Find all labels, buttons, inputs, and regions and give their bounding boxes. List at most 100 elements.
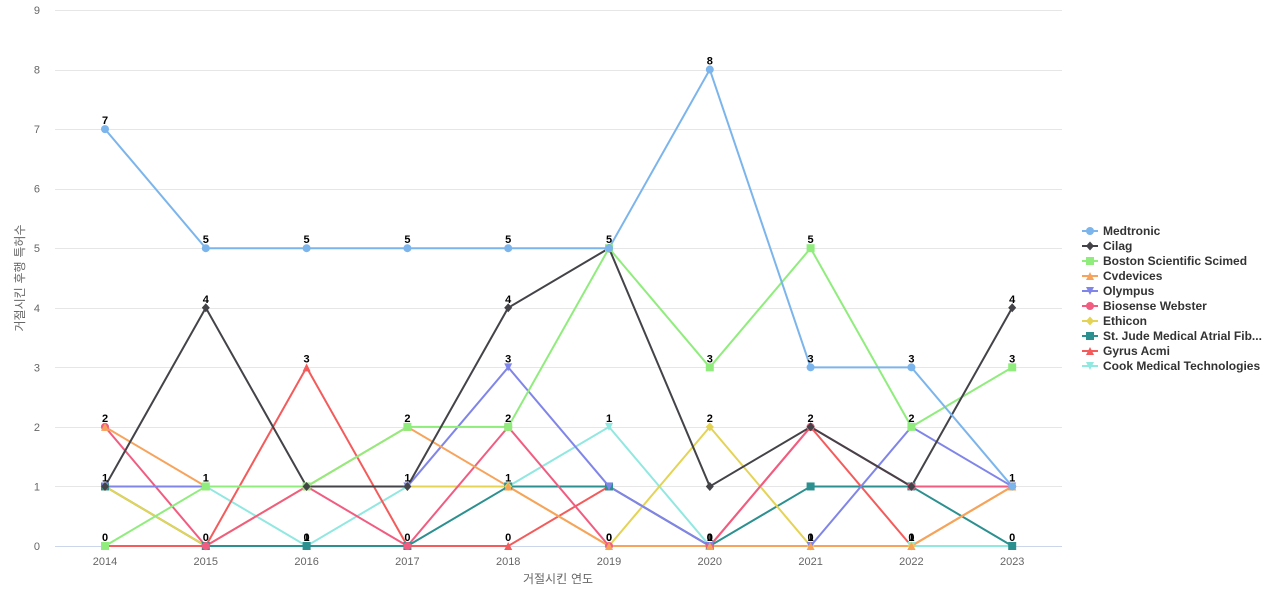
- data-point[interactable]: [504, 303, 513, 313]
- legend-label: Boston Scientific Scimed: [1103, 254, 1247, 268]
- data-label: 3: [808, 353, 814, 365]
- data-point[interactable]: [302, 244, 311, 253]
- y-tick-label: 4: [34, 303, 40, 315]
- data-point[interactable]: [101, 422, 109, 431]
- data-point[interactable]: [504, 363, 513, 372]
- data-label: 5: [404, 234, 410, 246]
- legend-label: Gyrus Acmi: [1103, 344, 1170, 358]
- legend-label: Medtronic: [1103, 224, 1161, 238]
- data-point[interactable]: [504, 482, 513, 491]
- y-axis-ticks: 0 1 2 3 4 5 6 7 8 9: [34, 5, 40, 553]
- data-point[interactable]: [302, 542, 311, 550]
- legend-item[interactable]: Ethicon: [1082, 314, 1147, 328]
- data-point[interactable]: [101, 481, 109, 491]
- data-point[interactable]: [101, 542, 109, 550]
- legend-item[interactable]: Boston Scientific Scimed: [1082, 254, 1247, 268]
- data-label: 4: [505, 294, 512, 306]
- data-point[interactable]: [806, 482, 815, 491]
- y-tick-label: 2: [34, 422, 40, 434]
- data-point[interactable]: [907, 363, 916, 372]
- legend-label: St. Jude Medical Atrial Fib...: [1103, 329, 1262, 343]
- x-tick-label: 2021: [798, 556, 822, 568]
- data-label: 2: [908, 413, 914, 425]
- data-label: 0: [707, 532, 713, 544]
- x-tick-label: 2014: [93, 556, 117, 568]
- data-label: 3: [304, 353, 310, 365]
- data-label: 5: [808, 234, 814, 246]
- data-point[interactable]: [504, 244, 513, 253]
- data-label: 5: [203, 234, 209, 246]
- series-line[interactable]: [104, 67, 1013, 488]
- x-tick-label: 2015: [194, 556, 218, 568]
- data-point[interactable]: [302, 363, 311, 372]
- data-point[interactable]: [504, 422, 513, 431]
- legend-marker: [1086, 272, 1094, 280]
- legend-item[interactable]: Olympus: [1082, 284, 1155, 298]
- data-label: 1: [102, 472, 108, 484]
- x-tick-label: 2016: [294, 556, 318, 568]
- data-point[interactable]: [403, 542, 412, 550]
- data-label: 1: [606, 413, 612, 425]
- data-point[interactable]: [907, 481, 916, 491]
- data-point[interactable]: [806, 542, 815, 550]
- data-label: 2: [505, 413, 511, 425]
- data-point[interactable]: [605, 482, 613, 491]
- data-point[interactable]: [1008, 363, 1017, 372]
- legend-marker: [1086, 332, 1094, 340]
- data-point[interactable]: [504, 542, 513, 550]
- data-point[interactable]: [907, 422, 916, 431]
- data-point[interactable]: [403, 422, 412, 431]
- data-point[interactable]: [705, 65, 714, 74]
- data-label: 5: [606, 234, 612, 246]
- data-point[interactable]: [605, 244, 613, 253]
- data-label: 0: [606, 532, 612, 544]
- y-tick-label: 6: [34, 184, 40, 196]
- data-point[interactable]: [302, 481, 311, 491]
- legend-item[interactable]: Biosense Webster: [1082, 299, 1207, 313]
- x-tick-label: 2018: [496, 556, 520, 568]
- data-point[interactable]: [806, 363, 815, 372]
- data-point[interactable]: [1008, 303, 1017, 313]
- legend-item[interactable]: Cook Medical Technologies: [1082, 359, 1260, 373]
- legend-item[interactable]: St. Jude Medical Atrial Fib...: [1082, 329, 1262, 343]
- data-label: 0: [707, 532, 713, 544]
- data-point[interactable]: [403, 481, 412, 491]
- legend-label: Ethicon: [1103, 314, 1147, 328]
- x-tick-label: 2023: [1000, 556, 1024, 568]
- y-tick-label: 3: [34, 362, 40, 374]
- data-point[interactable]: [605, 542, 613, 550]
- data-point[interactable]: [705, 542, 714, 550]
- data-point[interactable]: [705, 481, 714, 491]
- data-point[interactable]: [201, 303, 210, 313]
- data-point[interactable]: [201, 542, 210, 550]
- data-point[interactable]: [907, 542, 916, 550]
- data-label: 4: [203, 294, 210, 306]
- data-point[interactable]: [1008, 482, 1017, 491]
- data-label: 3: [505, 353, 511, 365]
- data-point[interactable]: [806, 422, 815, 432]
- legend-item[interactable]: Cilag: [1082, 239, 1132, 253]
- legend-item[interactable]: Gyrus Acmi: [1082, 344, 1170, 358]
- x-axis-ticks: 2014 2015 2016 2017 2018 2019 2020 2021 2022 2023: [93, 556, 1025, 568]
- series-line[interactable]: [104, 246, 1014, 488]
- data-point[interactable]: [201, 482, 210, 491]
- data-point[interactable]: [605, 422, 613, 431]
- x-tick-label: 2019: [597, 556, 621, 568]
- data-point[interactable]: [403, 244, 412, 253]
- data-point[interactable]: [101, 125, 109, 134]
- legend-marker: [1086, 241, 1094, 251]
- data-point[interactable]: [1008, 542, 1017, 550]
- data-point[interactable]: [705, 422, 714, 432]
- data-point[interactable]: [705, 363, 714, 372]
- legend-label: Cilag: [1103, 239, 1132, 253]
- data-label: 2: [707, 413, 713, 425]
- data-point[interactable]: [806, 244, 815, 253]
- data-point[interactable]: [201, 244, 210, 253]
- legend-item[interactable]: Cvdevices: [1082, 269, 1163, 283]
- legend-item[interactable]: Medtronic: [1082, 224, 1161, 238]
- series-line[interactable]: [104, 246, 1013, 547]
- data-label: 8: [707, 56, 713, 68]
